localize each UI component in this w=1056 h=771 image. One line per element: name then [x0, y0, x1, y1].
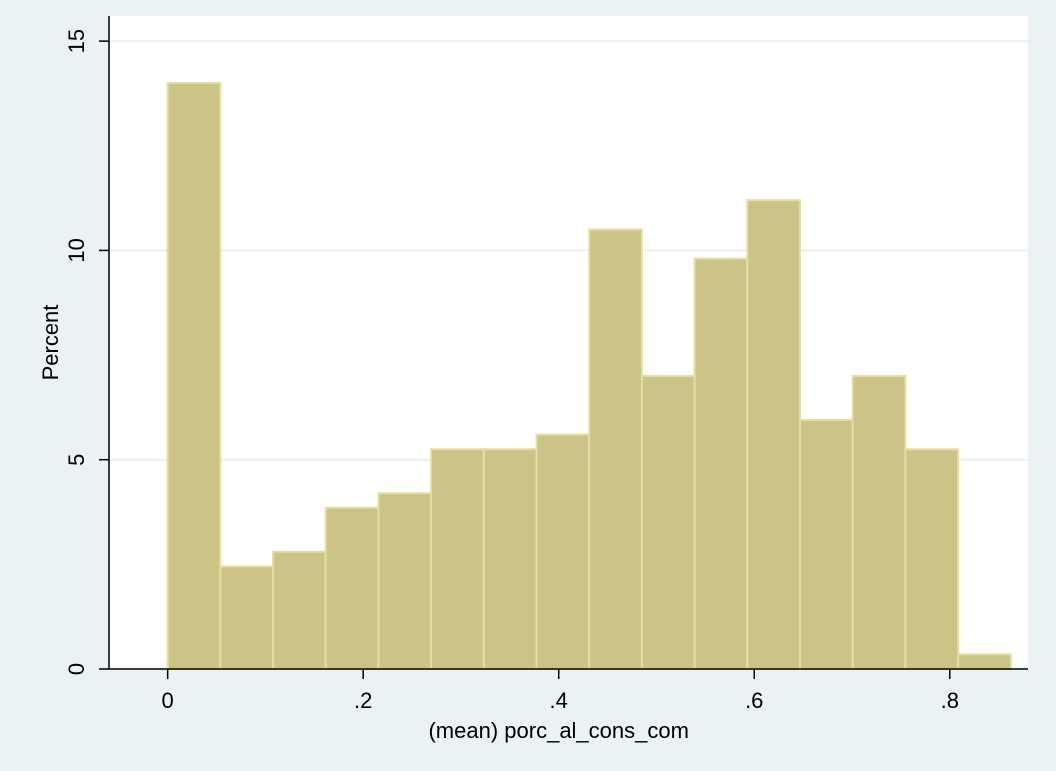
x-tick-label: .8 [941, 688, 959, 713]
histogram-bar [957, 653, 1012, 671]
histogram-bar [693, 257, 749, 670]
bars [166, 81, 1012, 671]
histogram-bar [851, 374, 907, 670]
histogram-bar [640, 374, 696, 670]
histogram-bar [904, 448, 960, 670]
histogram-bar [166, 81, 222, 670]
histogram-bar [272, 550, 327, 670]
x-tick-label: .6 [745, 688, 763, 713]
histogram-bar [588, 228, 643, 670]
axes [99, 16, 1028, 679]
x-tick-label: .4 [550, 688, 568, 713]
histogram-bar [324, 506, 380, 671]
y-tick-label: 0 [64, 663, 89, 675]
y-tick-label: 10 [64, 238, 89, 262]
x-axis-title: (mean) porc_al_cons_com [428, 718, 688, 743]
histogram-bar [746, 199, 802, 671]
y-axis-title: Percent [38, 305, 63, 381]
x-tick-label: .2 [354, 688, 372, 713]
histogram-bar [535, 433, 591, 671]
tick-labels: 0 .2 .4 .6 .8 0 5 10 15 [64, 29, 959, 713]
histogram-bar [377, 492, 433, 671]
y-tick-label: 5 [64, 454, 89, 466]
y-tick-label: 15 [64, 29, 89, 53]
histogram-bar [482, 448, 538, 670]
x-tick-label: 0 [162, 688, 174, 713]
histogram-bar [799, 418, 854, 671]
histogram-bar [430, 448, 485, 670]
histogram-bar [219, 565, 275, 670]
